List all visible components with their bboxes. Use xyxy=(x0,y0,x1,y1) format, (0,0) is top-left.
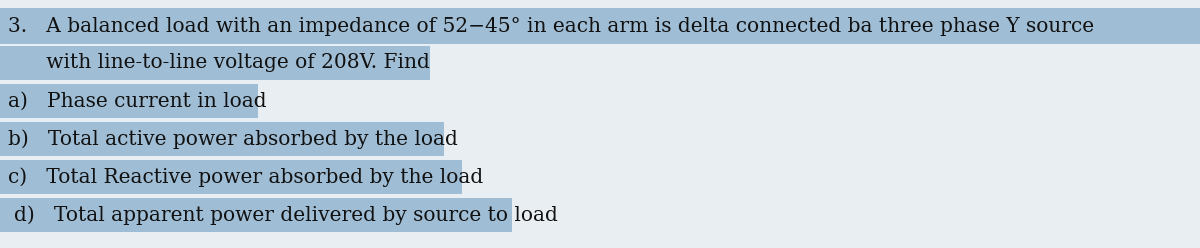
Text: d)   Total apparent power delivered by source to load: d) Total apparent power delivered by sou… xyxy=(14,205,558,225)
Bar xyxy=(0,84,258,118)
Bar xyxy=(0,8,1200,44)
Text: 3.   A balanced load with an impedance of 52−45° in each arm is delta connected : 3. A balanced load with an impedance of … xyxy=(8,17,1094,35)
Bar xyxy=(0,122,444,156)
Text: b)   Total active power absorbed by the load: b) Total active power absorbed by the lo… xyxy=(8,129,458,149)
Text: c)   Total Reactive power absorbed by the load: c) Total Reactive power absorbed by the … xyxy=(8,167,484,187)
Text: a)   Phase current in load: a) Phase current in load xyxy=(8,92,266,111)
Text: with line-to-line voltage of 208V. Find: with line-to-line voltage of 208V. Find xyxy=(8,54,430,72)
Bar xyxy=(0,46,430,80)
Bar xyxy=(0,198,512,232)
Bar xyxy=(0,160,462,194)
